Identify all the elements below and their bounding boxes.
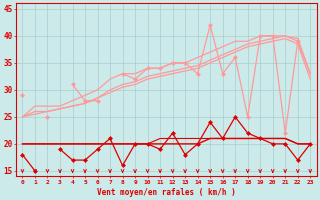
X-axis label: Vent moyen/en rafales ( km/h ): Vent moyen/en rafales ( km/h ) (97, 188, 236, 197)
